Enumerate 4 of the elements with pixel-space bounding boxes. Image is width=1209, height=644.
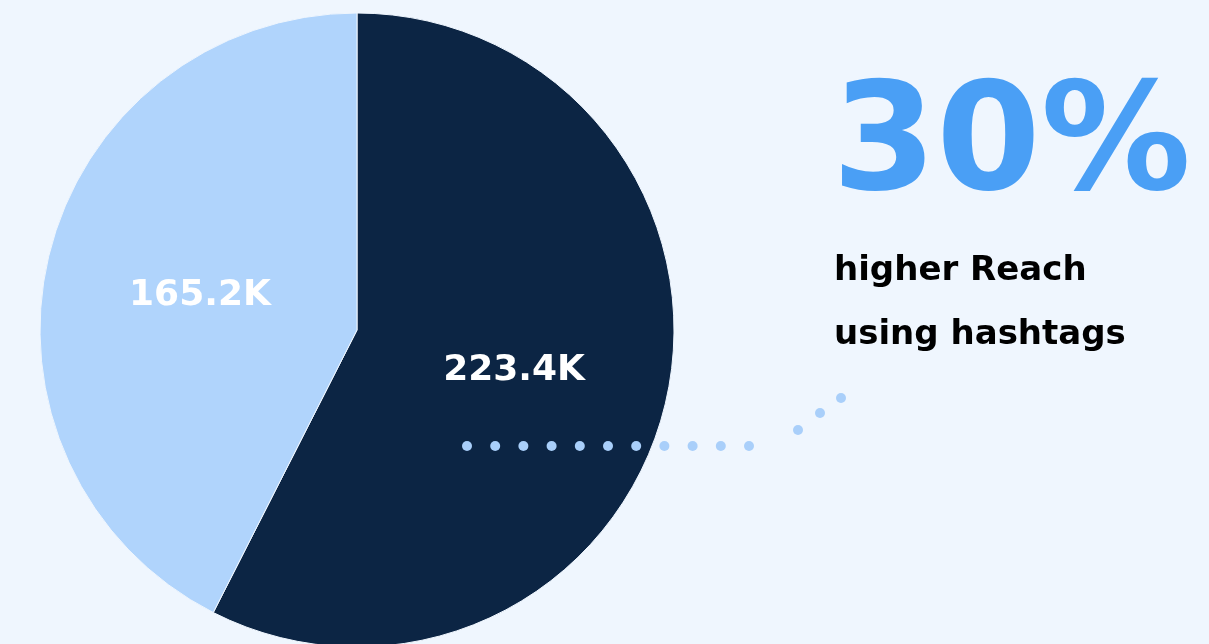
data-label: 223.4K xyxy=(443,347,587,389)
text: higher Reach using hashtags xyxy=(834,248,1126,352)
text: 30% xyxy=(832,50,1192,224)
data-label: 165.2K xyxy=(129,271,272,313)
